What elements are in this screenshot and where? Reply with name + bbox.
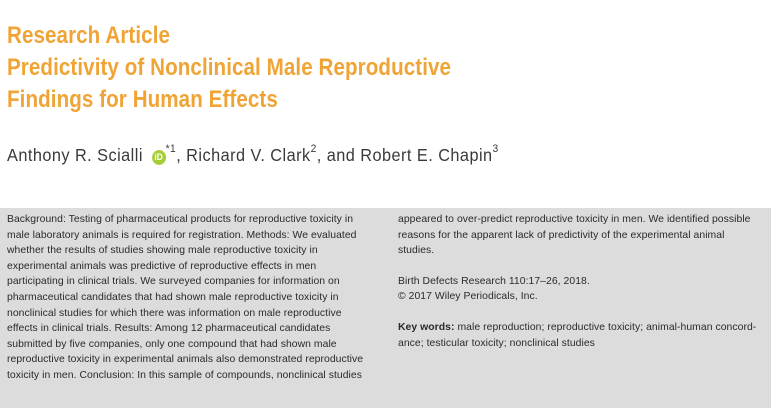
orcid-icon[interactable]: iD	[151, 150, 166, 165]
abstract-line: reasons for the apparent lack of predict…	[398, 229, 725, 241]
author-name[interactable]: , and Robert E. Chapin	[316, 145, 493, 165]
abstract-right-column: appeared to over-predict reproductive to…	[398, 212, 768, 351]
title-block: Research Article Predictivity of Nonclin…	[7, 20, 451, 116]
abstract-line: nonclinical studies for which there was …	[7, 307, 342, 319]
abstract-line: effects in clinical trials. Results: Amo…	[7, 323, 331, 335]
article-title-line-1: Predictivity of Nonclinical Male Reprodu…	[7, 54, 452, 81]
abstract-line: whether the results of studies showing m…	[7, 245, 318, 257]
author-list: Anthony R. Scialli iD*1, Richard V. Clar…	[7, 143, 499, 166]
abstract-line: submitted by five companies, only one co…	[7, 338, 337, 350]
keywords-text: male reproduction; reproductive toxicity…	[454, 321, 757, 333]
spacer	[398, 305, 768, 320]
author-affiliation-marker: *1	[165, 143, 177, 155]
abstract-line: Background: Testing of pharmaceutical pr…	[7, 214, 354, 225]
keywords-label: Key words:	[398, 321, 455, 333]
author-name[interactable]: Anthony R. Scialli	[7, 145, 143, 165]
abstract-line: male laboratory animals is required for …	[7, 229, 357, 241]
author-name[interactable]: , Richard V. Clark	[176, 145, 311, 165]
abstract-left-column: Background: Testing of pharmaceutical pr…	[7, 212, 385, 384]
citation: Birth Defects Research 110:17–26, 2018.	[398, 275, 590, 287]
abstract-line: appeared to over-predict reproductive to…	[398, 214, 751, 225]
abstract-panel: Background: Testing of pharmaceutical pr…	[0, 208, 771, 408]
keywords: Key words: male reproduction; reproducti…	[398, 320, 768, 336]
abstract-line: participating in clinical trials. We sur…	[7, 276, 340, 288]
article-title-line-2: Findings for Human Effects	[7, 86, 278, 113]
abstract-line: toxicity in men. Conclusion: In this sam…	[7, 369, 362, 381]
copyright: © 2017 Wiley Periodicals, Inc.	[398, 291, 538, 303]
article-type: Research Article	[7, 22, 171, 49]
abstract-line: studies.	[398, 245, 435, 257]
author-affiliation-marker: 2	[310, 143, 317, 155]
abstract-line: pharmaceutical candidates that had shown…	[7, 291, 339, 303]
author-affiliation-marker: 3	[492, 143, 499, 155]
abstract-line: reproductive toxicity in experimental an…	[7, 354, 364, 366]
abstract-line: experimental animals was predictive of r…	[7, 260, 317, 272]
keywords-continued: ance; testicular toxicity; nonclinical s…	[398, 337, 595, 349]
spacer	[398, 259, 768, 274]
